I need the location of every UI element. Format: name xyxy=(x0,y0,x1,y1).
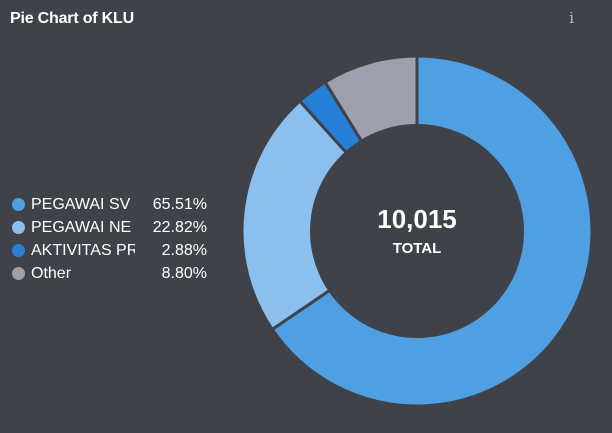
legend-percent: 2.88% xyxy=(161,241,207,259)
legend-swatch-pegawai-sv xyxy=(12,198,25,211)
legend: PEGAWAI SV 65.51% PEGAWAI NE 22.82% AKTI… xyxy=(12,193,217,285)
legend-percent: 65.51% xyxy=(152,195,207,213)
legend-label: AKTIVITAS PR xyxy=(31,242,135,259)
donut-hole xyxy=(310,124,524,338)
chart-title: Pie Chart of KLU xyxy=(10,10,134,27)
legend-label: PEGAWAI SV xyxy=(31,196,131,213)
center-total-label: TOTAL xyxy=(393,240,442,257)
legend-percent: 8.80% xyxy=(161,264,207,282)
legend-percent: 22.82% xyxy=(152,218,207,236)
legend-swatch-other xyxy=(12,267,25,280)
legend-label: PEGAWAI NE xyxy=(31,219,132,236)
legend-item[interactable]: PEGAWAI SV 65.51% xyxy=(12,193,217,216)
legend-swatch-aktivitas-pr xyxy=(12,244,25,257)
legend-swatch-pegawai-ne xyxy=(12,221,25,234)
info-icon[interactable]: i xyxy=(569,9,574,27)
legend-item[interactable]: PEGAWAI NE 22.82% xyxy=(12,216,217,239)
legend-label: Other xyxy=(31,265,72,282)
legend-item[interactable]: AKTIVITAS PR 2.88% xyxy=(12,239,217,262)
center-total-value: 10,015 xyxy=(377,204,457,234)
legend-item[interactable]: Other 8.80% xyxy=(12,262,217,285)
